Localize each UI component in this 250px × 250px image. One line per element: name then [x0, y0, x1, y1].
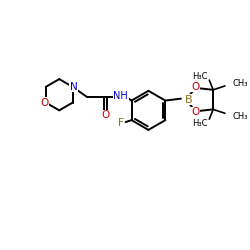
Text: O: O: [192, 82, 200, 92]
Text: CH₃: CH₃: [233, 112, 248, 121]
Text: F: F: [118, 118, 124, 128]
Text: H₃C: H₃C: [192, 72, 207, 81]
Text: O: O: [192, 107, 200, 117]
Text: H₃C: H₃C: [192, 118, 207, 128]
Text: CH₃: CH₃: [233, 78, 248, 88]
Text: N: N: [70, 82, 78, 92]
Text: NH: NH: [114, 91, 128, 101]
Text: O: O: [40, 98, 49, 108]
Text: B: B: [185, 94, 192, 104]
Text: O: O: [101, 110, 109, 120]
